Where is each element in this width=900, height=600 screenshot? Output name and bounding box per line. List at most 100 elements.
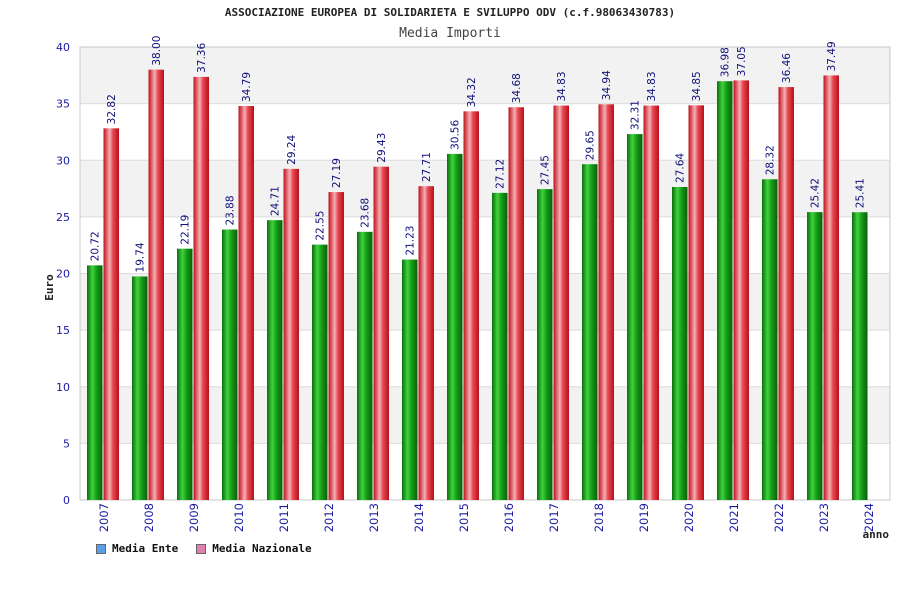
grid-band	[80, 160, 890, 217]
data-label-series-media-ente-2018: 29.65	[585, 130, 597, 160]
data-label-series-media-nazionale-2010: 34.79	[241, 72, 253, 102]
y-tick-label: 5	[63, 437, 70, 450]
y-tick-label: 30	[56, 154, 70, 167]
data-label-series-media-ente-2023: 25.42	[810, 178, 822, 208]
bar-series-media-nazionale-2019	[643, 105, 659, 501]
bar-series-media-nazionale-2022	[778, 87, 794, 500]
x-tick-label-2020: 2020	[682, 503, 696, 532]
bar-series-media-ente-2009	[177, 248, 193, 500]
x-tick-label-2024: 2024	[862, 503, 876, 532]
x-tick-label-2012: 2012	[322, 503, 336, 532]
data-label-series-media-ente-2014: 21.23	[405, 226, 417, 256]
data-label-series-media-ente-2011: 24.71	[270, 186, 282, 216]
x-tick-label-2015: 2015	[457, 503, 471, 532]
data-label-series-media-nazionale-2019: 34.83	[646, 71, 658, 101]
data-label-series-media-ente-2022: 28.32	[765, 145, 777, 175]
x-tick-label-2009: 2009	[187, 503, 201, 532]
grid-band	[80, 103, 890, 161]
bar-series-media-nazionale-2016	[508, 107, 524, 501]
data-label-series-media-ente-2007: 20.72	[90, 231, 102, 261]
bar-series-media-nazionale-2023	[823, 75, 839, 500]
grid-band	[80, 47, 890, 104]
data-label-series-media-nazionale-2012: 27.19	[331, 158, 343, 188]
bar-series-media-ente-2007	[87, 265, 103, 500]
data-label-series-media-nazionale-2016: 34.68	[511, 73, 523, 103]
x-tick-label-2014: 2014	[412, 503, 426, 532]
bar-series-media-ente-2020	[672, 186, 688, 501]
bar-series-media-ente-2021	[717, 81, 733, 500]
x-tick-label-2019: 2019	[637, 503, 651, 532]
y-tick-label: 40	[56, 41, 70, 54]
bar-series-media-nazionale-2011	[283, 168, 299, 500]
data-label-series-media-ente-2021: 36.98	[720, 47, 732, 77]
bar-series-media-ente-2015	[447, 153, 463, 500]
legend-item-series-1: Media Ente	[96, 542, 178, 555]
data-label-series-media-ente-2009: 22.19	[180, 215, 192, 245]
grid-band	[80, 443, 890, 500]
data-label-series-media-nazionale-2015: 34.32	[466, 77, 478, 107]
bar-series-media-nazionale-2014	[418, 186, 434, 500]
chart-title: ASSOCIAZIONE EUROPEA DI SOLIDARIETA E SV…	[224, 6, 676, 19]
bar-series-media-nazionale-2020	[688, 105, 704, 500]
bar-series-media-nazionale-2013	[373, 166, 389, 500]
x-axis-label: anno	[863, 528, 890, 541]
x-tick-label-2017: 2017	[547, 503, 561, 532]
bar-series-media-nazionale-2018	[598, 104, 614, 500]
bar-series-media-ente-2023	[807, 212, 823, 500]
data-label-series-media-nazionale-2008: 38.00	[151, 36, 163, 66]
data-label-series-media-ente-2017: 27.45	[540, 155, 552, 185]
plot-frame	[79, 46, 891, 501]
bar-series-media-ente-2018	[582, 164, 598, 500]
x-tick-label-2022: 2022	[772, 503, 786, 532]
bar-series-media-nazionale-2012	[328, 192, 344, 501]
x-tick-label-2010: 2010	[232, 503, 246, 532]
data-label-series-media-ente-2016: 27.12	[495, 159, 507, 189]
legend-label-series-2: Media Nazionale	[212, 542, 312, 555]
y-tick-label: 25	[56, 211, 70, 224]
x-tick-label-2021: 2021	[727, 503, 741, 532]
y-tick-label: 20	[56, 268, 70, 281]
legend: Media Ente Media Nazionale	[96, 542, 312, 555]
x-tick-label-2013: 2013	[367, 503, 381, 532]
data-label-series-media-ente-2020: 27.64	[675, 153, 687, 183]
data-label-series-media-ente-2013: 23.68	[360, 198, 372, 228]
data-label-series-media-nazionale-2009: 37.36	[196, 43, 208, 73]
bar-series-media-ente-2019	[627, 134, 643, 501]
bar-series-media-ente-2016	[492, 192, 508, 500]
data-label-series-media-nazionale-2022: 36.46	[781, 53, 793, 83]
bar-series-media-ente-2014	[402, 259, 418, 500]
data-label-series-media-nazionale-2014: 27.71	[421, 152, 433, 182]
data-label-series-media-nazionale-2018: 34.94	[601, 70, 613, 100]
grid-band	[80, 273, 890, 331]
bar-series-media-nazionale-2017	[553, 105, 569, 501]
bar-series-media-ente-2010	[222, 229, 238, 500]
x-tick-label-2011: 2011	[277, 503, 291, 532]
y-tick-label: 0	[63, 494, 70, 507]
data-label-series-media-ente-2024: 25.41	[855, 178, 867, 208]
data-label-series-media-ente-2010: 23.88	[225, 195, 237, 225]
x-tick-label-2018: 2018	[592, 503, 606, 532]
y-tick-label: 35	[56, 98, 70, 111]
legend-item-series-2: Media Nazionale	[196, 542, 312, 555]
grid-band	[80, 216, 890, 274]
bar-series-media-nazionale-2015	[463, 111, 479, 501]
data-label-series-media-nazionale-2011: 29.24	[286, 134, 298, 164]
y-axis-label: Euro	[43, 274, 56, 301]
legend-swatch-series-2	[196, 543, 207, 554]
data-label-series-media-ente-2015: 30.56	[450, 120, 462, 150]
data-label-series-media-ente-2019: 32.31	[630, 100, 642, 130]
legend-label-series-1: Media Ente	[112, 542, 179, 555]
x-tick-label-2023: 2023	[817, 503, 831, 532]
grid-band	[80, 386, 890, 444]
bar-series-media-nazionale-2008	[148, 69, 164, 501]
data-label-series-media-nazionale-2023: 37.49	[826, 41, 838, 71]
data-label-series-media-nazionale-2013: 29.43	[376, 133, 388, 163]
x-tick-label-2007: 2007	[97, 503, 111, 532]
bar-series-media-ente-2024	[852, 212, 868, 500]
data-label-series-media-ente-2008: 19.74	[135, 242, 147, 272]
bar-series-media-nazionale-2021	[733, 80, 749, 500]
data-label-series-media-ente-2012: 22.55	[315, 211, 327, 241]
bar-series-media-ente-2008	[132, 276, 148, 500]
bar-series-media-ente-2011	[267, 220, 283, 501]
